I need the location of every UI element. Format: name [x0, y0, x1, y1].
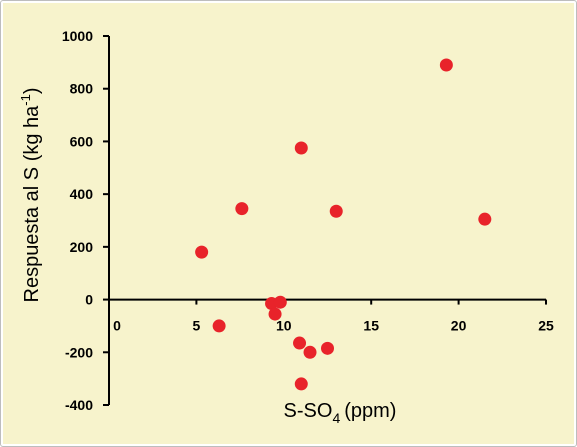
data-point [273, 295, 287, 309]
data-point [235, 202, 249, 216]
data-point [268, 307, 282, 321]
data-point [212, 319, 226, 333]
x-tick-label: 15 [363, 318, 379, 334]
data-point [321, 341, 334, 355]
x-axis-label-unit: (ppm) [344, 400, 396, 422]
y-tick-label: 200 [70, 239, 94, 255]
data-point [303, 345, 317, 359]
y-tick-label: 400 [70, 186, 94, 202]
x-tick-label: 10 [276, 318, 292, 334]
x-tick-label: 5 [193, 318, 201, 334]
data-point [478, 212, 492, 226]
y-axis-label-close: ) [21, 87, 43, 94]
y-tick-label: 1000 [62, 28, 93, 44]
x-axis-label-subscript: 4 [332, 410, 340, 426]
data-point [293, 336, 307, 350]
y-tick-label: -400 [65, 397, 93, 413]
chart-background [3, 3, 574, 444]
data-point [439, 58, 453, 72]
y-axis-ticks: 1000 800 600 400 200 0 -200 -400 [62, 28, 109, 413]
y-axis-label-main: Respuesta al S (kg ha [21, 105, 43, 303]
axes [108, 36, 546, 405]
x-axis-label-main: S-SO [284, 400, 333, 422]
x-tick-label: 0 [113, 318, 121, 334]
data-point [294, 377, 308, 391]
data-point [329, 204, 343, 218]
y-tick-label: 800 [70, 81, 94, 97]
data-point [195, 245, 209, 259]
data-point [294, 141, 308, 155]
y-axis-label-superscript: -1 [18, 94, 33, 106]
y-axis-label: Respuesta al S (kg ha-1) [18, 87, 43, 302]
x-tick-label: 25 [538, 318, 554, 334]
data-points [195, 58, 492, 391]
y-tick-label: -200 [65, 344, 93, 360]
x-tick-label: 20 [451, 318, 467, 334]
y-tick-label: 600 [70, 133, 94, 149]
y-tick-label: 0 [85, 292, 93, 308]
x-axis-ticks: 0 5 10 15 20 25 [113, 299, 554, 334]
x-axis-label: S-SO4 (ppm) [284, 400, 397, 426]
